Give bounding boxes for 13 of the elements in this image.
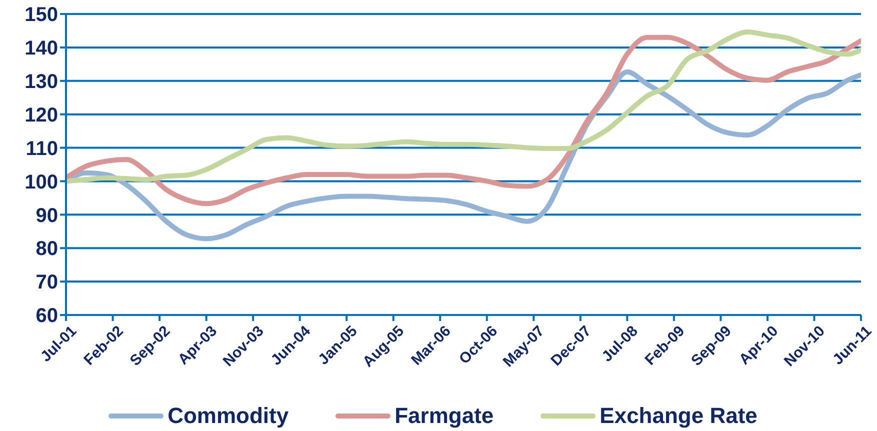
legend-label: Farmgate [394, 403, 494, 429]
y-tick-label: 70 [36, 272, 58, 294]
y-tick-label: 120 [24, 104, 58, 126]
y-tick-label: 80 [36, 238, 58, 260]
y-tick-label: 100 [24, 171, 58, 194]
y-tick-label: 60 [36, 305, 58, 328]
y-tick-label: 90 [36, 204, 58, 227]
legend-label: Exchange Rate [600, 403, 758, 429]
legend-label: Commodity [168, 403, 289, 429]
y-tick-label: 110 [26, 138, 58, 160]
y-tick-label: 140 [24, 38, 58, 60]
y-tick-label: 130 [24, 70, 58, 93]
y-tick-label: 150 [24, 4, 58, 26]
